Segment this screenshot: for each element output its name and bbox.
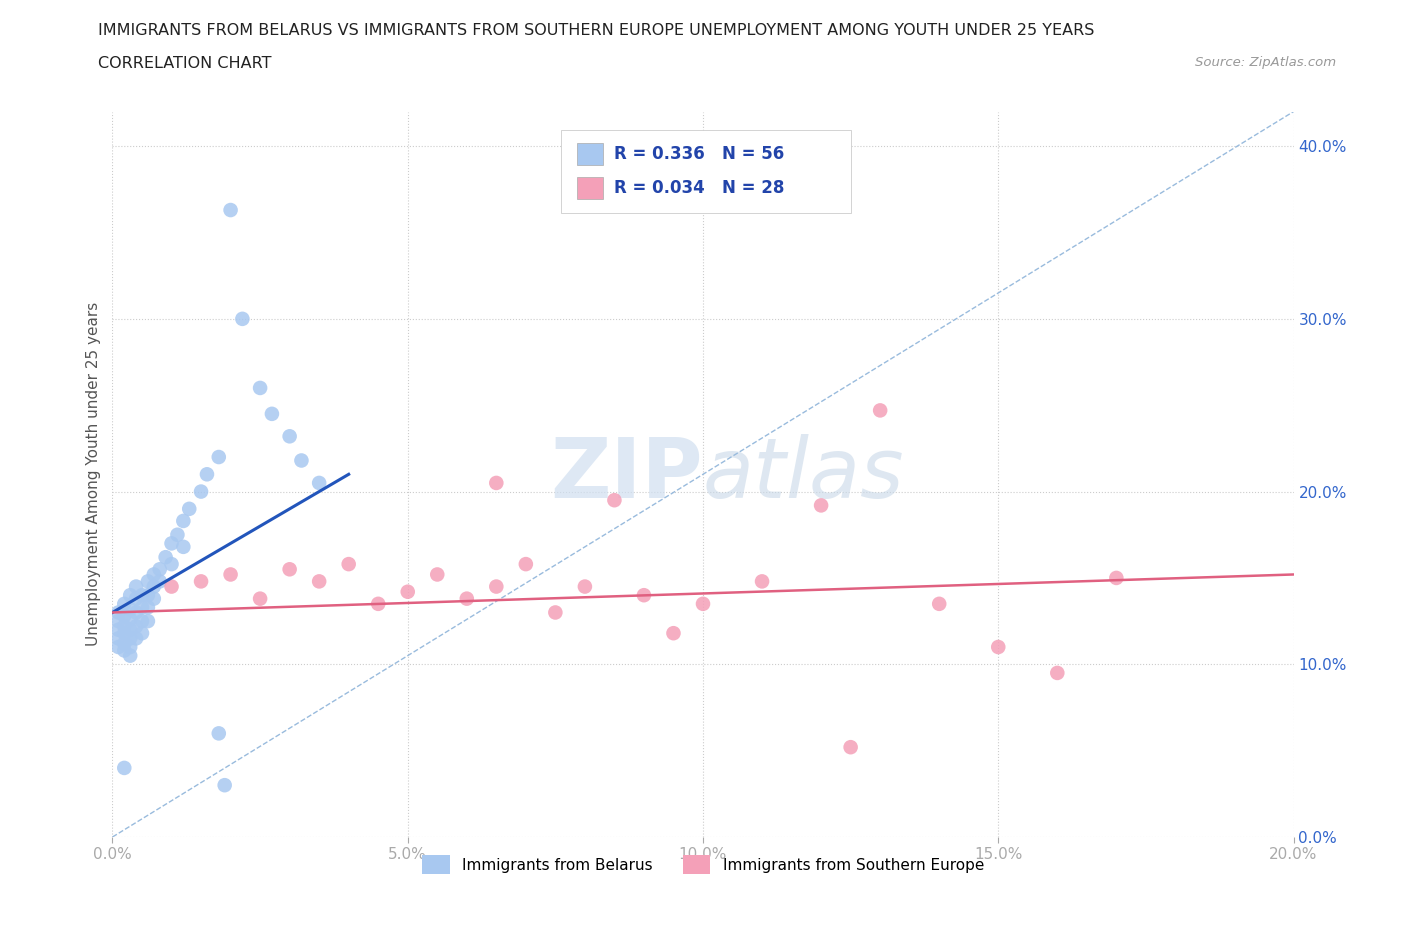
Point bbox=[125, 579, 148, 594]
Point bbox=[249, 380, 271, 395]
Point bbox=[208, 449, 231, 464]
Point bbox=[112, 636, 135, 651]
Point bbox=[160, 579, 183, 594]
FancyBboxPatch shape bbox=[576, 143, 603, 165]
Point bbox=[112, 618, 135, 633]
Point bbox=[456, 591, 478, 606]
Point bbox=[131, 626, 153, 641]
Legend: Immigrants from Belarus, Immigrants from Southern Europe: Immigrants from Belarus, Immigrants from… bbox=[416, 849, 990, 880]
Point bbox=[172, 539, 194, 554]
Point bbox=[219, 567, 242, 582]
Y-axis label: Unemployment Among Youth under 25 years: Unemployment Among Youth under 25 years bbox=[86, 302, 101, 646]
Point bbox=[120, 648, 142, 663]
Point bbox=[544, 605, 567, 620]
Point bbox=[308, 574, 330, 589]
Text: CORRELATION CHART: CORRELATION CHART bbox=[98, 56, 271, 71]
Point bbox=[662, 626, 685, 641]
Point bbox=[810, 498, 832, 512]
Point bbox=[208, 726, 231, 741]
Point bbox=[214, 777, 236, 792]
Point bbox=[172, 513, 194, 528]
Point bbox=[485, 579, 508, 594]
Point bbox=[112, 626, 135, 641]
Point bbox=[112, 608, 135, 623]
Point bbox=[337, 557, 360, 572]
FancyBboxPatch shape bbox=[576, 177, 603, 199]
Point bbox=[120, 631, 142, 645]
Text: R = 0.336   N = 56: R = 0.336 N = 56 bbox=[614, 145, 785, 163]
Point bbox=[190, 485, 212, 499]
Point bbox=[125, 605, 148, 620]
Point bbox=[136, 588, 159, 603]
Point bbox=[120, 588, 142, 603]
Point bbox=[367, 596, 389, 611]
Point bbox=[120, 622, 142, 637]
Point bbox=[131, 614, 153, 629]
Point bbox=[633, 588, 655, 603]
Point bbox=[120, 602, 142, 617]
Point bbox=[290, 453, 312, 468]
Point bbox=[219, 203, 242, 218]
Point bbox=[131, 588, 153, 603]
Point bbox=[195, 467, 218, 482]
Point bbox=[149, 562, 172, 577]
Point bbox=[396, 584, 419, 599]
Point bbox=[136, 574, 159, 589]
Point bbox=[260, 406, 283, 421]
Point bbox=[120, 612, 142, 627]
Point bbox=[308, 475, 330, 490]
Point bbox=[179, 501, 201, 516]
Point bbox=[142, 579, 165, 594]
Point bbox=[426, 567, 449, 582]
Point bbox=[142, 591, 165, 606]
Point bbox=[107, 640, 129, 655]
Point bbox=[136, 600, 159, 615]
Point bbox=[249, 591, 271, 606]
Point bbox=[603, 493, 626, 508]
Point bbox=[515, 557, 537, 572]
Point bbox=[155, 550, 177, 565]
Point bbox=[125, 591, 148, 606]
Point bbox=[751, 574, 773, 589]
Point bbox=[131, 600, 153, 615]
Point bbox=[928, 596, 950, 611]
Point bbox=[574, 579, 596, 594]
Point bbox=[1046, 666, 1069, 681]
Point bbox=[112, 643, 135, 658]
Point bbox=[1105, 570, 1128, 585]
FancyBboxPatch shape bbox=[561, 130, 851, 213]
Point bbox=[142, 567, 165, 582]
Text: Source: ZipAtlas.com: Source: ZipAtlas.com bbox=[1195, 56, 1336, 69]
Point bbox=[107, 605, 129, 620]
Point bbox=[160, 557, 183, 572]
Point bbox=[107, 622, 129, 637]
Point bbox=[160, 536, 183, 551]
Point bbox=[278, 429, 301, 444]
Point bbox=[125, 618, 148, 633]
Point bbox=[166, 527, 188, 542]
Point bbox=[278, 562, 301, 577]
Point bbox=[107, 631, 129, 645]
Point bbox=[485, 475, 508, 490]
Point bbox=[231, 312, 253, 326]
Point bbox=[190, 574, 212, 589]
Point bbox=[692, 596, 714, 611]
Point bbox=[125, 631, 148, 645]
Point bbox=[112, 596, 135, 611]
Point bbox=[112, 761, 135, 776]
Point bbox=[987, 640, 1010, 655]
Text: atlas: atlas bbox=[703, 433, 904, 515]
Point bbox=[149, 574, 172, 589]
Point bbox=[869, 403, 891, 418]
Point bbox=[839, 739, 862, 754]
Point bbox=[136, 614, 159, 629]
Point bbox=[120, 640, 142, 655]
Text: IMMIGRANTS FROM BELARUS VS IMMIGRANTS FROM SOUTHERN EUROPE UNEMPLOYMENT AMONG YO: IMMIGRANTS FROM BELARUS VS IMMIGRANTS FR… bbox=[98, 23, 1095, 38]
Point bbox=[107, 614, 129, 629]
Text: R = 0.034   N = 28: R = 0.034 N = 28 bbox=[614, 179, 785, 197]
Text: ZIP: ZIP bbox=[551, 433, 703, 515]
